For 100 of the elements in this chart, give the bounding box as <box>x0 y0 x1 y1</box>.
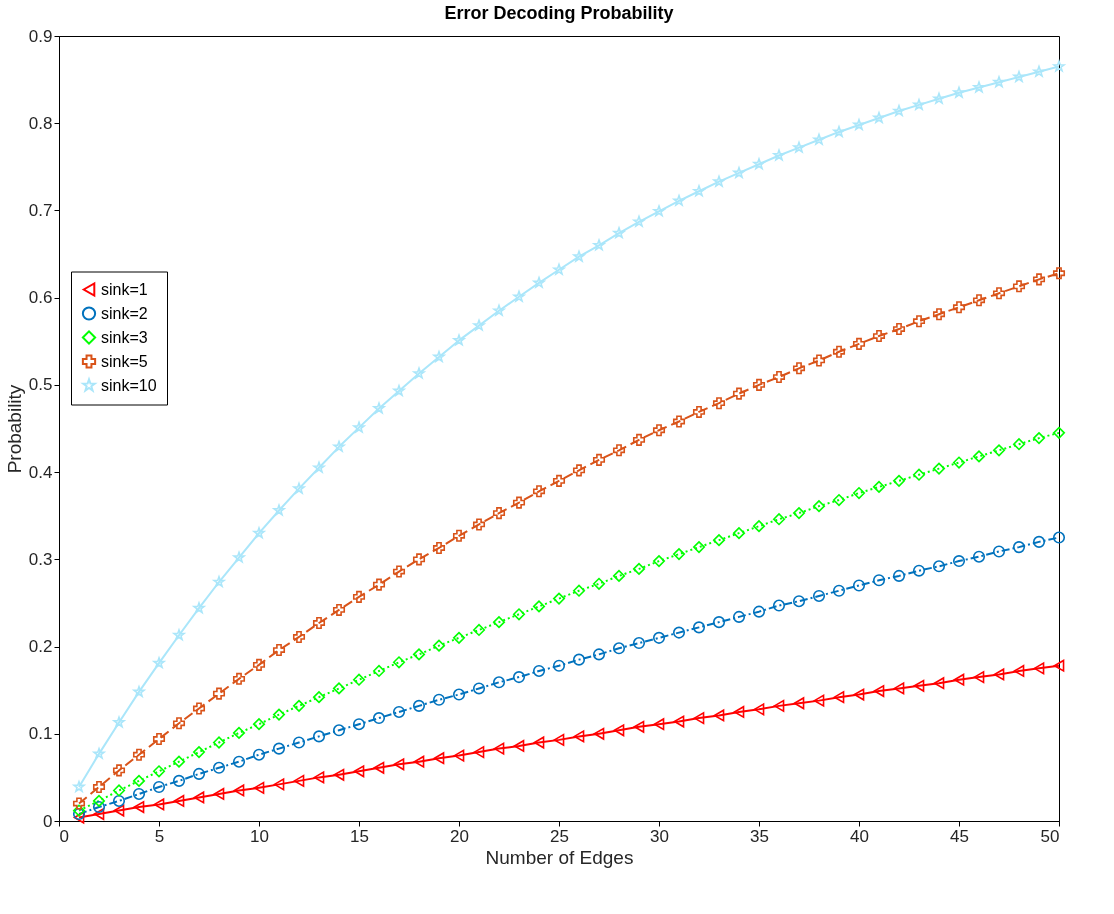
point <box>72 797 86 810</box>
point <box>512 496 526 509</box>
point <box>773 699 785 712</box>
point <box>572 584 586 597</box>
point <box>192 702 206 715</box>
point <box>912 468 926 481</box>
point <box>792 362 806 375</box>
point <box>893 104 905 117</box>
point <box>452 688 466 701</box>
point <box>533 276 545 288</box>
point <box>612 444 626 457</box>
point <box>212 687 226 700</box>
point <box>193 791 205 804</box>
point <box>272 708 286 721</box>
point <box>672 548 686 561</box>
point <box>193 602 205 614</box>
point <box>1053 659 1065 672</box>
point <box>192 767 206 780</box>
point <box>873 684 885 698</box>
point <box>352 590 366 603</box>
point <box>1052 531 1066 544</box>
point <box>532 664 546 678</box>
point <box>533 736 545 749</box>
point <box>593 727 605 740</box>
point <box>792 595 806 608</box>
point <box>593 239 605 251</box>
point <box>1032 432 1046 445</box>
point <box>872 480 886 493</box>
point <box>772 370 786 384</box>
point <box>173 629 185 641</box>
point <box>692 621 706 634</box>
y-tick-label: 0.7 <box>28 200 53 220</box>
point <box>132 787 146 800</box>
point <box>732 527 746 540</box>
point <box>553 733 565 746</box>
point <box>1052 267 1066 280</box>
point <box>893 682 905 695</box>
point <box>932 560 946 573</box>
point <box>473 746 485 759</box>
point <box>292 630 306 644</box>
point <box>852 487 866 500</box>
point <box>272 742 286 755</box>
point <box>92 780 106 794</box>
point <box>472 518 486 531</box>
point <box>532 600 546 613</box>
point <box>673 715 685 728</box>
x-tick-label: 10 <box>250 826 269 846</box>
point <box>372 712 386 725</box>
point <box>972 550 986 563</box>
point <box>492 507 506 520</box>
point <box>552 592 566 605</box>
point <box>392 705 406 719</box>
point <box>232 755 246 768</box>
point <box>472 623 486 637</box>
point <box>453 334 465 346</box>
y-tick-label: 0.4 <box>28 462 53 482</box>
point <box>833 125 845 137</box>
legend-label: sink=5 <box>101 352 148 370</box>
point <box>332 682 346 695</box>
point <box>213 787 225 801</box>
point <box>1053 60 1065 72</box>
point <box>372 578 386 591</box>
point <box>433 752 445 765</box>
x-tick-label: 40 <box>850 826 869 846</box>
point <box>172 717 186 730</box>
point <box>212 761 226 774</box>
point <box>132 748 146 761</box>
point <box>333 440 345 452</box>
point <box>373 402 385 414</box>
legend-label: sink=10 <box>101 376 157 394</box>
point <box>313 771 325 784</box>
point <box>652 555 666 568</box>
point <box>973 671 985 684</box>
point <box>872 330 886 343</box>
point <box>452 529 466 542</box>
point <box>232 672 246 685</box>
point <box>72 807 86 821</box>
point <box>633 720 645 733</box>
point <box>72 804 86 817</box>
point <box>753 703 765 716</box>
point <box>873 111 885 124</box>
point <box>253 527 265 539</box>
point <box>832 493 846 507</box>
point <box>1012 280 1026 293</box>
point <box>733 705 745 719</box>
point <box>272 644 286 657</box>
x-tick-label: 0 <box>59 826 69 846</box>
point <box>773 149 785 161</box>
x-tick-label: 25 <box>550 826 569 846</box>
point <box>153 657 165 669</box>
point <box>432 541 446 555</box>
point <box>333 768 345 781</box>
point <box>592 577 606 590</box>
point <box>853 688 865 701</box>
point <box>892 474 906 487</box>
point <box>152 765 166 778</box>
point <box>493 304 505 316</box>
point <box>953 86 965 98</box>
point <box>213 575 225 588</box>
point <box>572 464 586 477</box>
